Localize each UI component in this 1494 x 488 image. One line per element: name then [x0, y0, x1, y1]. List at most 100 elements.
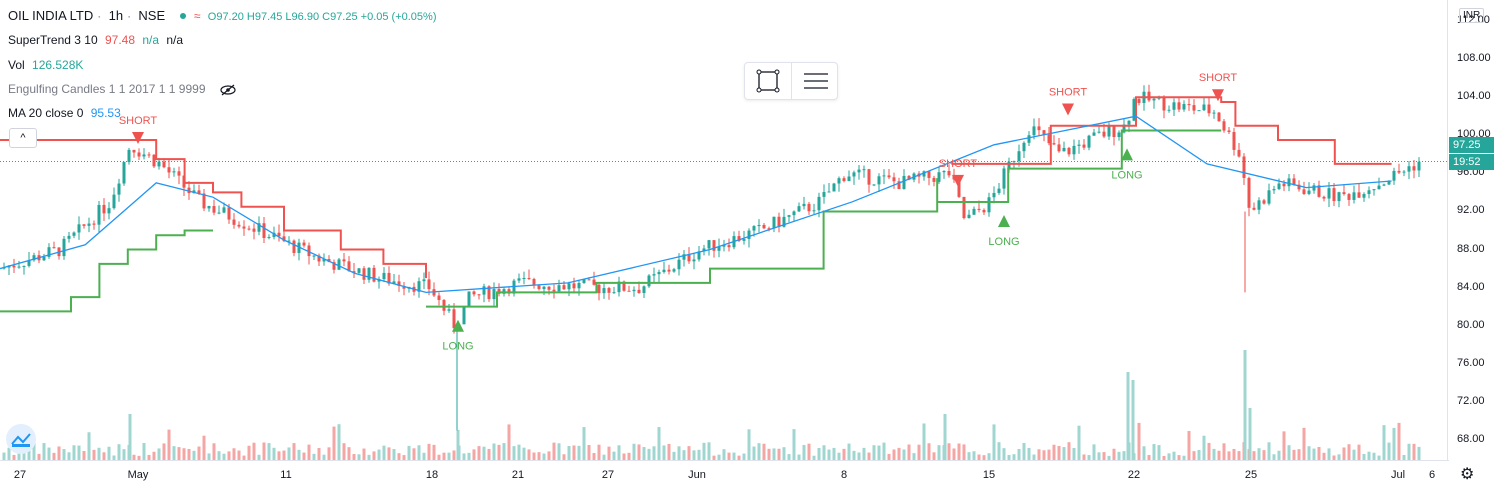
volume-bar	[1302, 427, 1306, 460]
volume-bar	[187, 448, 191, 460]
volume-bar	[322, 454, 326, 460]
signal-label: SHORT	[1199, 72, 1238, 84]
settings-lines-icon[interactable]	[791, 63, 838, 99]
volume-bar	[1337, 454, 1341, 460]
volume-bar	[1277, 450, 1281, 460]
volume-bar	[987, 453, 991, 460]
supertrend-legend[interactable]: SuperTrend 3 10 97.48 n/a n/a	[8, 33, 187, 47]
candle-body	[117, 183, 121, 195]
floating-toolbar[interactable]	[744, 62, 838, 100]
time-axis[interactable]: 27 May 11 18 21 27 Jun 8 15 22 25 Jul 6	[0, 460, 1449, 488]
price-tick-label: 76.00	[1457, 356, 1485, 369]
volume-bar	[952, 448, 956, 460]
volume-bar	[802, 444, 806, 460]
candle-body	[852, 172, 856, 177]
candle-body	[1117, 132, 1121, 138]
candle-body	[832, 183, 836, 192]
volume-bar	[537, 452, 541, 460]
candle-body	[667, 269, 671, 272]
volume-bar	[17, 448, 21, 460]
volume-bar	[767, 448, 771, 460]
volume-bar	[882, 442, 886, 460]
volume-bar	[1402, 455, 1406, 460]
volume-bar	[262, 442, 266, 460]
candle-body	[1152, 98, 1156, 101]
volume-bar	[427, 443, 431, 460]
volume-bar	[687, 446, 691, 460]
gear-icon[interactable]: ⚙	[1460, 466, 1475, 483]
volume-bar	[1022, 442, 1026, 460]
volume-bar	[897, 447, 901, 460]
candle-body	[652, 274, 656, 276]
candle-body	[202, 193, 206, 209]
engulfing-legend[interactable]: Engulfing Candles 1 1 2017 1 1 9999	[8, 82, 237, 96]
candle-body	[937, 172, 941, 182]
ma-legend[interactable]: MA 20 close 0 95.53	[8, 106, 125, 120]
candle-body	[1062, 147, 1066, 152]
candle-body	[867, 169, 871, 185]
volume-bar	[542, 453, 546, 460]
chart-plot-area[interactable]: SHORT LONG SHORT LONG SHORT LONG SHORT	[0, 0, 1448, 460]
collapse-legend-button[interactable]: ^	[9, 128, 37, 148]
candle-body	[52, 247, 56, 249]
volume-bar	[702, 442, 706, 460]
volume-bar	[137, 455, 141, 460]
candle-body	[417, 281, 421, 292]
candle-body	[862, 169, 866, 171]
price-tick-label: 104.00	[1457, 90, 1491, 103]
candle-body	[312, 255, 316, 257]
volume-bar	[732, 452, 736, 460]
candle-body	[572, 283, 576, 289]
rectangle-select-icon[interactable]	[745, 63, 791, 99]
volume-bar	[1137, 422, 1141, 460]
candle-body	[1382, 184, 1386, 186]
candle-body	[782, 216, 786, 227]
volume-bar	[32, 442, 36, 460]
candle-body	[737, 236, 741, 241]
volume-bar	[967, 452, 971, 460]
price-chart[interactable]: SHORT LONG SHORT LONG SHORT LONG SHORT	[0, 0, 1448, 460]
volume-legend[interactable]: Vol 126.528K	[8, 58, 87, 72]
volume-bar	[182, 448, 186, 460]
eye-hidden-icon[interactable]	[219, 84, 237, 96]
volume-bar	[722, 449, 726, 460]
volume-bar	[392, 449, 396, 460]
volume-bar	[1131, 380, 1135, 460]
volume-bar	[667, 443, 671, 460]
candle-body	[402, 285, 406, 289]
currency-label[interactable]: INR	[1459, 8, 1485, 23]
candle-body	[557, 285, 561, 292]
tradingview-logo-icon[interactable]	[6, 424, 36, 454]
volume-bar	[552, 442, 556, 460]
volume-bar	[277, 451, 281, 460]
candle-body	[517, 278, 521, 281]
candle-body	[1137, 99, 1141, 103]
price-tick-label: 80.00	[1457, 318, 1485, 331]
candle-body	[167, 167, 171, 173]
candle-body	[1187, 104, 1191, 106]
candle-body	[697, 251, 701, 260]
candle-body	[292, 240, 296, 253]
candle-body	[1002, 168, 1006, 189]
volume-bar	[572, 445, 576, 460]
price-axis[interactable]: 112.00 108.00 104.00 100.00 96.00 92.00 88.00 8…	[1449, 0, 1494, 460]
volume-bar	[847, 443, 851, 460]
candle-body	[1177, 102, 1181, 110]
candle-body	[1322, 196, 1326, 199]
time-tick-label: 27	[13, 469, 27, 481]
volume-bar	[267, 443, 271, 460]
volume-bar	[1282, 431, 1286, 460]
candle-body	[1147, 91, 1151, 101]
candle-body	[657, 272, 661, 275]
candle-body	[1347, 194, 1351, 200]
candle-body	[12, 265, 16, 268]
candle-body	[592, 279, 596, 285]
ohlc-values: O97.20 H97.45 L96.90 C97.25 +0.05 (+0.05…	[207, 11, 437, 23]
candle-body	[617, 281, 621, 293]
candle-body	[932, 177, 936, 182]
candle-body	[1037, 126, 1041, 131]
candle-body	[467, 291, 471, 307]
volume-bar	[257, 454, 261, 460]
volume-bar	[707, 442, 711, 460]
candle-body	[1087, 135, 1091, 148]
